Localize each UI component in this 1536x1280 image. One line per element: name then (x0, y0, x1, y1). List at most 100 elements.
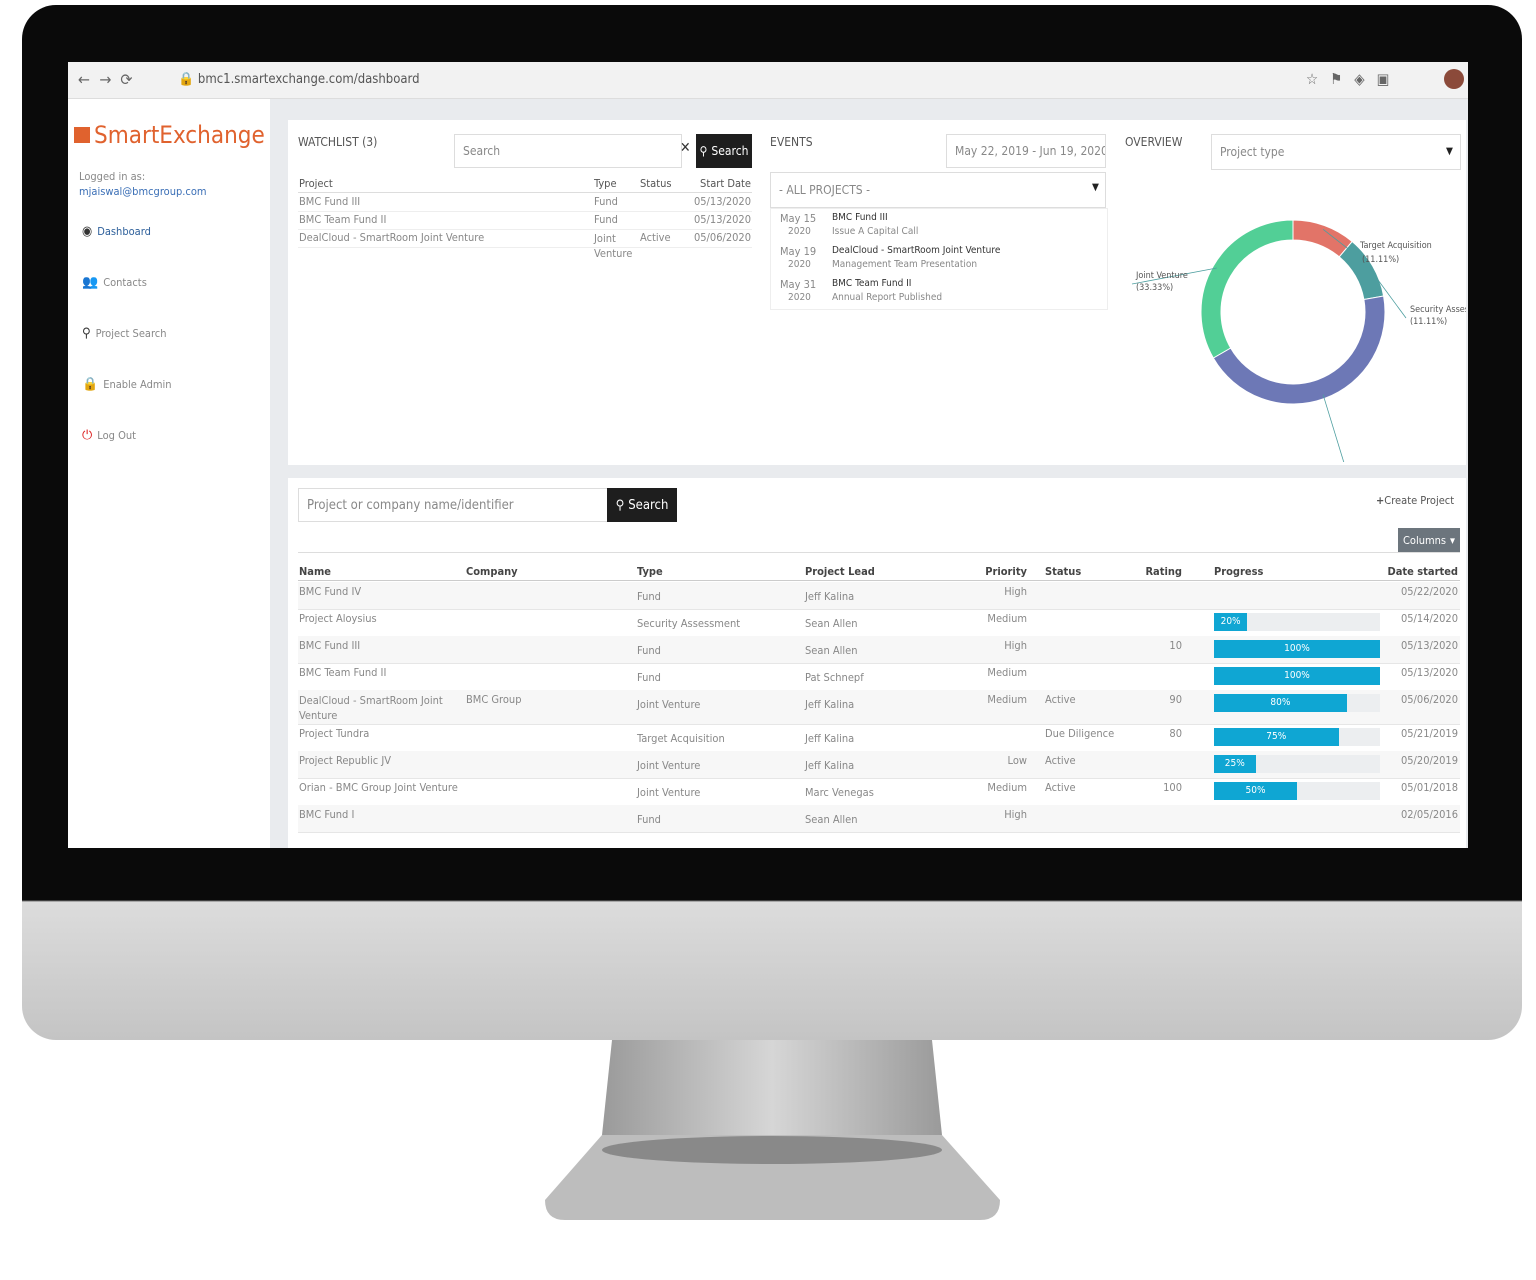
leader-line (1368, 267, 1407, 319)
divider (298, 724, 1460, 725)
watchlist-column-header: Project (299, 177, 333, 190)
events-date-range[interactable]: May 22, 2019 - Jun 19, 2020 (946, 134, 1106, 168)
table-cell: Joint Venture (637, 698, 701, 711)
table-cell: BMC Fund IV (299, 585, 362, 598)
events-title: EVENTS (770, 135, 813, 149)
donut-segment (1212, 295, 1386, 405)
table-column-header: Company (466, 565, 518, 578)
progress-bar: 100% (1214, 640, 1380, 658)
divider (298, 778, 1460, 779)
table-cell: 05/06/2020 (1400, 693, 1458, 706)
user-email: mjaiswal@bmcgroup.com (79, 185, 207, 198)
event-project: BMC Fund III (832, 212, 888, 223)
watchlist-cell: BMC Team Fund II (299, 213, 387, 226)
table-cell: 05/20/2019 (1400, 754, 1458, 767)
url[interactable]: 🔒 bmc1.smartexchange.com/dashboard (178, 72, 420, 87)
event-date: May 31 (780, 278, 817, 291)
progress-label: 25% (1224, 758, 1245, 769)
divider (298, 229, 752, 230)
table-cell: DealCloud - SmartRoom Joint Venture (299, 694, 443, 722)
projects-search-button[interactable]: ⚲ Search (607, 488, 677, 522)
overview-select[interactable]: Project type (1211, 134, 1461, 170)
event-year: 2020 (788, 226, 811, 237)
table-cell: BMC Fund I (299, 808, 355, 821)
watchlist-cell: BMC Fund III (299, 195, 361, 208)
progress-label: 75% (1266, 731, 1287, 742)
screen: ← → ⟳ 🔒 bmc1.smartexchange.com/dashboard… (68, 62, 1468, 848)
progress-track (1214, 613, 1380, 631)
table-column-header: Priority (985, 565, 1027, 578)
progress-label: 20% (1220, 616, 1241, 627)
table-cell: High (1004, 639, 1027, 652)
watchlist-cell: DealCloud - SmartRoom Joint Venture (299, 231, 485, 244)
divider (298, 247, 752, 248)
table-cell: BMC Fund III (299, 639, 361, 652)
table-cell: Fund (637, 813, 661, 826)
watchlist-cell: Fund (594, 195, 618, 208)
table-cell: Sean Allen (805, 644, 858, 657)
events-list (770, 208, 1108, 310)
table-cell: 80 (1169, 727, 1182, 740)
nav-label: Project Search (95, 327, 167, 340)
nav-item[interactable]: ⚲ Project Search (82, 326, 167, 341)
table-cell: 05/14/2020 (1400, 612, 1458, 625)
leader-line (1322, 228, 1357, 256)
projects-search[interactable]: Project or company name/identifier (298, 488, 608, 522)
watchlist-column-header: Type (594, 177, 617, 190)
nav-item[interactable]: 👥 Contacts (82, 275, 147, 290)
table-cell: 10 (1169, 639, 1182, 652)
create-project[interactable]: +Create Project (1376, 494, 1455, 507)
dropdown-caret: ▼ (1446, 146, 1453, 157)
table-cell: Low (1007, 754, 1027, 767)
nav-item[interactable]: 🔒 Enable Admin (82, 377, 172, 392)
nav-buttons[interactable]: ← → ⟳ (78, 70, 133, 89)
clear-search[interactable]: ✕ (680, 140, 691, 156)
divider (298, 552, 1460, 553)
nav-label: Enable Admin (103, 378, 172, 391)
table-column-header: Name (299, 565, 331, 578)
table-cell: Medium (987, 666, 1027, 679)
watchlist-cell: Active (640, 231, 671, 244)
nav-icon: 🔒 (82, 377, 99, 392)
nav-icon: 👥 (82, 275, 99, 290)
slice-value: (11.11%) (1410, 317, 1447, 327)
table-cell: Jeff Kalina (805, 590, 855, 603)
columns-button[interactable]: Columns ▾ (1398, 528, 1460, 552)
table-cell: Jeff Kalina (805, 759, 855, 772)
logo[interactable]: SmartExchange (74, 121, 265, 149)
logo-text: SmartExchange (94, 121, 265, 149)
browser-bar: ← → ⟳ 🔒 bmc1.smartexchange.com/dashboard… (68, 62, 1468, 99)
table-cell: High (1004, 585, 1027, 598)
event-project: BMC Team Fund II (832, 278, 912, 289)
table-cell: BMC Team Fund II (299, 666, 387, 679)
table-cell: Fund (637, 590, 661, 603)
table-cell: Active (1045, 754, 1076, 767)
progress-bar: 50% (1214, 782, 1297, 800)
watchlist-search[interactable]: Search (454, 134, 682, 168)
nav-icon: ◉ (82, 224, 93, 239)
progress-bar: 75% (1214, 728, 1339, 746)
watchlist-search-button[interactable]: ⚲ Search (696, 134, 752, 168)
nav-icon: ⏻ (82, 428, 93, 443)
nav-item[interactable]: ⏻ Log Out (82, 428, 136, 443)
nav-icon: ⚲ (82, 326, 91, 341)
event-description: Issue A Capital Call (832, 226, 919, 237)
divider (298, 580, 1460, 581)
table-cell: Medium (987, 612, 1027, 625)
progress-label: 80% (1270, 697, 1291, 708)
table-cell: Medium (987, 693, 1027, 706)
table-cell: Joint Venture (637, 759, 701, 772)
progress-track (1214, 755, 1380, 773)
nav-item[interactable]: ◉ Dashboard (82, 224, 151, 239)
avatar[interactable] (1444, 69, 1464, 89)
event-date: May 15 (780, 212, 817, 225)
watchlist-cell: Joint Venture (594, 232, 633, 260)
event-description: Annual Report Published (832, 292, 943, 303)
table-column-header: Project Lead (805, 565, 875, 578)
events-filter[interactable]: - ALL PROJECTS - (770, 172, 1106, 208)
slice-value: (33.33%) (1136, 283, 1173, 293)
donut-segment (1200, 219, 1294, 359)
slice-label: Target Acquisition (11.11%) (1359, 241, 1432, 265)
